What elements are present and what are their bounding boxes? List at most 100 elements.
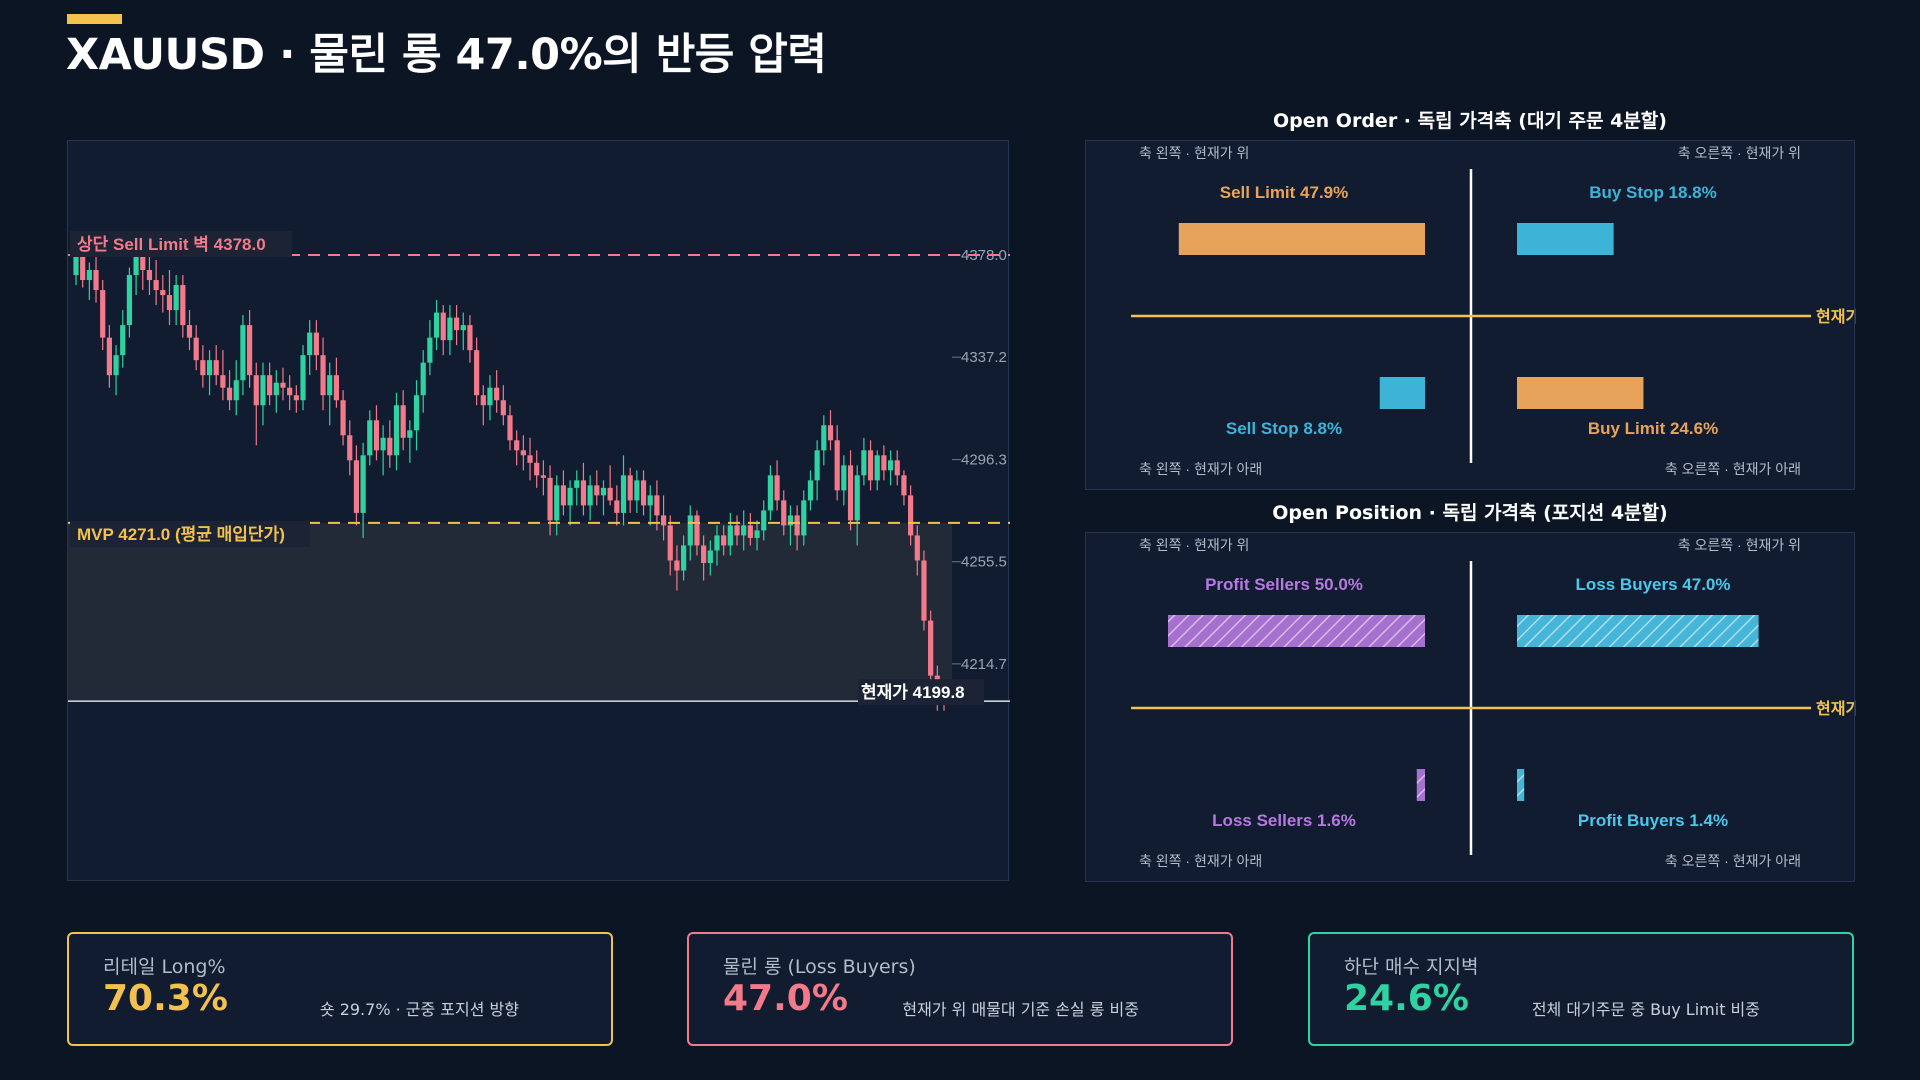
candle-body bbox=[914, 535, 920, 561]
current-price-label: 현재가 bbox=[1816, 307, 1856, 326]
card-value: 47.0% bbox=[723, 978, 848, 1019]
candle-body bbox=[627, 475, 633, 501]
corner-label: 축 왼쪽 · 현재가 위 bbox=[1139, 145, 1249, 161]
candle-body bbox=[714, 535, 720, 551]
candle-body bbox=[908, 495, 914, 536]
candle-body bbox=[166, 295, 173, 311]
candle-body bbox=[847, 465, 854, 521]
candle-body bbox=[894, 460, 900, 476]
candle-body bbox=[427, 337, 433, 363]
candle-body bbox=[574, 480, 580, 488]
candle-body bbox=[554, 485, 560, 521]
candle-body bbox=[901, 475, 907, 496]
candle-body bbox=[580, 480, 587, 506]
candle-body bbox=[106, 337, 112, 376]
candle-body bbox=[527, 455, 533, 463]
open-position-title: Open Position · 독립 가격축 (포지션 4분할) bbox=[1272, 502, 1668, 524]
candle-body bbox=[160, 290, 166, 296]
candle-body bbox=[747, 525, 753, 538]
candle-body bbox=[220, 375, 226, 388]
candle-body bbox=[367, 420, 373, 456]
candle-body bbox=[567, 487, 573, 506]
candle-body bbox=[614, 500, 620, 513]
candle-body bbox=[640, 480, 647, 506]
candle-body bbox=[327, 375, 333, 396]
y-tick-label: 4296.3 bbox=[961, 452, 1007, 469]
candle-body bbox=[754, 530, 760, 538]
candle-body bbox=[133, 255, 139, 276]
candle-body bbox=[594, 485, 600, 496]
candle-body bbox=[660, 515, 667, 526]
candle-body bbox=[280, 382, 286, 388]
price-chart-panel: 4378.0 4337.2 4296.3 4255.5 4214.7 상단 Sell Li… bbox=[67, 140, 1010, 881]
bar-label: Buy Limit 24.6% bbox=[1588, 419, 1718, 438]
mvp-label-bg bbox=[70, 520, 310, 547]
candle-body bbox=[373, 420, 380, 451]
candle-body bbox=[547, 477, 553, 521]
candle-body bbox=[253, 375, 259, 406]
candle-body bbox=[347, 435, 353, 461]
card-note: 현재가 위 매물대 기준 손실 롱 비중 bbox=[902, 1000, 1139, 1019]
buy-support-card: 하단 매수 지지벽 24.6% 전체 대기주문 중 Buy Limit 비중 bbox=[1308, 932, 1854, 1046]
bar-label: Profit Sellers 50.0% bbox=[1205, 575, 1363, 594]
candle-body bbox=[447, 317, 453, 341]
candle-body bbox=[440, 312, 446, 341]
bar-label: Loss Sellers 1.6% bbox=[1212, 811, 1356, 830]
corner-label: 축 왼쪽 · 현재가 아래 bbox=[1139, 853, 1262, 869]
candle-body bbox=[687, 515, 693, 546]
candle-body bbox=[540, 475, 546, 478]
candle-body bbox=[620, 475, 627, 513]
candle-body bbox=[854, 475, 860, 521]
candle-body bbox=[273, 382, 279, 396]
bar-sell-limit bbox=[1178, 223, 1425, 255]
candle-body bbox=[413, 395, 420, 431]
candle-body bbox=[293, 395, 299, 401]
candle-body bbox=[801, 500, 807, 536]
resistance-label-bg bbox=[70, 231, 292, 257]
candle-body bbox=[226, 387, 233, 401]
bar-sell-stop bbox=[1379, 377, 1425, 409]
bar-buy-limit bbox=[1517, 377, 1644, 409]
candle-body bbox=[480, 395, 486, 406]
candle-body bbox=[487, 387, 493, 406]
current-price-label: 현재가 bbox=[1816, 699, 1856, 718]
bar-loss-buyers bbox=[1517, 615, 1759, 647]
card-label: 하단 매수 지지벽 bbox=[1344, 956, 1479, 978]
open-position-chart: 현재가 축 왼쪽 · 현재가 위 축 오른쪽 · 현재가 위축 왼쪽 · 현재가 아… bbox=[1131, 537, 1856, 869]
candle-body bbox=[433, 312, 440, 338]
candle-body bbox=[120, 325, 126, 356]
candle-body bbox=[921, 560, 927, 621]
candle-body bbox=[520, 450, 526, 456]
candle-body bbox=[741, 525, 747, 536]
mvp-label: MVP 4271.0 (평균 매입단가) bbox=[77, 525, 285, 544]
candle-body bbox=[233, 380, 239, 401]
candle-body bbox=[353, 460, 360, 513]
candle-body bbox=[360, 455, 366, 513]
y-tick-label: 4378.0 bbox=[961, 247, 1007, 264]
candle-body bbox=[928, 620, 934, 676]
candle-body bbox=[694, 515, 700, 546]
candle-body bbox=[881, 455, 887, 471]
corner-label: 축 오른쪽 · 현재가 위 bbox=[1678, 145, 1801, 161]
candle-body bbox=[814, 450, 820, 481]
open-order-chart: 현재가 축 왼쪽 · 현재가 위 축 오른쪽 · 현재가 위축 왼쪽 · 현재가 아… bbox=[1131, 145, 1856, 477]
candle-body bbox=[821, 425, 827, 451]
candle-body bbox=[86, 270, 92, 281]
candle-body bbox=[774, 475, 780, 501]
candle-body bbox=[453, 317, 460, 331]
corner-label: 축 왼쪽 · 현재가 아래 bbox=[1139, 461, 1262, 477]
candle-body bbox=[834, 440, 840, 491]
corner-label: 축 오른쪽 · 현재가 아래 bbox=[1665, 853, 1801, 869]
candle-body bbox=[287, 387, 293, 396]
candle-body bbox=[874, 455, 880, 481]
candle-body bbox=[193, 337, 199, 361]
page-title: XAUUSD · 물린 롱 47.0%의 반등 압력 bbox=[66, 30, 827, 80]
bar-label: Loss Buyers 47.0% bbox=[1576, 575, 1731, 594]
resistance-label: 상단 Sell Limit 벽 4378.0 bbox=[77, 235, 266, 254]
card-value: 70.3% bbox=[103, 978, 228, 1019]
loss-buyers-card: 물린 롱 (Loss Buyers) 47.0% 현재가 위 매물대 기준 손실… bbox=[687, 932, 1233, 1046]
candle-body bbox=[674, 560, 680, 571]
candle-body bbox=[267, 375, 273, 396]
candle-body bbox=[407, 430, 413, 438]
